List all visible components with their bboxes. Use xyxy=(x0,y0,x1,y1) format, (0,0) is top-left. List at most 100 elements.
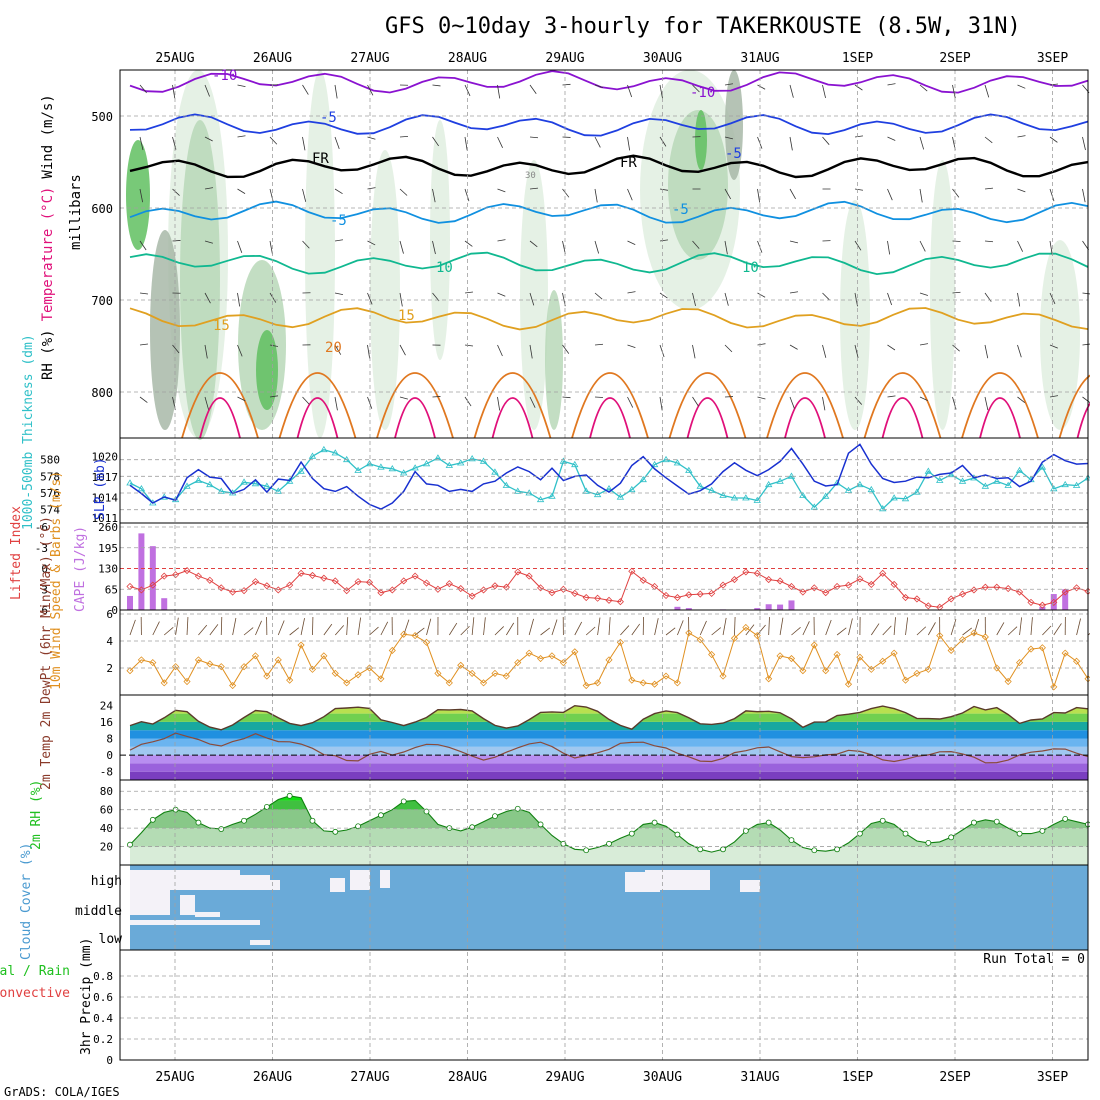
wind-barb xyxy=(919,343,929,346)
wind-barb xyxy=(139,188,144,203)
wind-barb xyxy=(822,344,827,358)
thickness-marker xyxy=(320,445,328,453)
wind-speed-marker xyxy=(833,650,841,659)
rh-shading xyxy=(930,160,955,430)
lifted-marker xyxy=(810,584,818,592)
rh-marker xyxy=(537,821,544,828)
temp-band xyxy=(130,738,1088,747)
wind-barb xyxy=(497,84,501,99)
wind-barb xyxy=(822,292,830,301)
thickness-marker xyxy=(331,449,339,456)
wind-speed-marker xyxy=(172,663,180,671)
surface-wind-barb xyxy=(346,617,349,636)
wind-barb xyxy=(334,136,340,149)
upper-ylabel-part: Temperature (°C) xyxy=(40,187,56,322)
wind-speed-marker xyxy=(1050,683,1058,691)
wind-speed-marker xyxy=(993,664,1001,672)
wind-speed-marker xyxy=(502,672,510,680)
wind-barb xyxy=(1049,188,1055,202)
precip-tick-label: 0.6 xyxy=(93,991,113,1004)
cape-ylabel: CAPE (J/kg) xyxy=(73,526,88,612)
rh-marker xyxy=(765,819,772,826)
rh-shading xyxy=(725,70,743,180)
surface-wind-barb xyxy=(950,619,957,636)
wind-barb xyxy=(627,344,636,348)
surface-wind-barb xyxy=(380,621,389,636)
wind-speed-marker xyxy=(1004,677,1012,686)
thickness-marker xyxy=(844,486,853,493)
thickness-marker xyxy=(1072,481,1081,488)
thickness-marker xyxy=(867,485,876,493)
lifted-marker xyxy=(856,575,864,583)
contour-label: FR xyxy=(312,151,329,167)
precip-legend-convective: Convective xyxy=(0,986,70,1001)
wind-barb xyxy=(334,239,344,242)
temperature-contour-20 xyxy=(571,372,649,439)
thickness-marker xyxy=(707,486,716,493)
surface-wind-barb xyxy=(209,624,219,636)
wind-barb xyxy=(269,240,273,255)
thickness-marker xyxy=(799,491,807,498)
wind-speed-marker xyxy=(137,656,145,664)
rh-marker xyxy=(400,798,407,805)
rh-marker xyxy=(651,819,658,826)
surface-wind-barb xyxy=(175,617,179,636)
upper-ylabel-part: Wind (m/s) xyxy=(40,94,56,178)
temp-ylabel: 2m Temp 2m DewPt (6hr Min/Max) (°C) xyxy=(39,516,54,790)
surface-wind-barb xyxy=(277,620,285,636)
temp-band xyxy=(130,755,1088,764)
lifted-marker xyxy=(320,574,328,582)
slp-tick-label: 1014 xyxy=(92,492,119,505)
cape-bar xyxy=(1062,589,1069,610)
surface-wind-barb xyxy=(882,625,892,636)
cloud-row-label: low xyxy=(99,932,123,947)
rh-marker xyxy=(423,808,430,815)
wind-barb xyxy=(399,396,409,400)
surface-wind-barb xyxy=(996,622,1005,636)
wind-speed-marker xyxy=(582,681,590,690)
wind-barb xyxy=(529,292,535,306)
cape-tick-label: 0 xyxy=(111,604,118,617)
slp-line xyxy=(129,443,1089,510)
thickness-marker xyxy=(1015,466,1024,473)
surface-wind-barb xyxy=(756,624,766,636)
wind-barb xyxy=(822,396,826,411)
thickness-marker xyxy=(377,463,385,470)
wind-barb xyxy=(627,136,631,151)
rh-shading xyxy=(180,120,220,440)
lifted-marker xyxy=(993,583,1001,591)
thickness-marker xyxy=(856,480,864,488)
lifted-marker xyxy=(981,583,989,591)
thickness-marker xyxy=(605,485,613,492)
lifted-marker xyxy=(525,572,533,580)
pressure-tick-label: 500 xyxy=(91,110,113,124)
wind-speed-marker xyxy=(388,646,396,655)
day-label-top: 28AUG xyxy=(448,51,487,66)
cape-tick-label: 195 xyxy=(98,542,118,555)
cape-bar xyxy=(765,604,772,610)
wind-barb xyxy=(789,188,796,200)
lifted-marker xyxy=(548,589,556,597)
wind-speed-marker xyxy=(229,681,237,690)
wind-speed-marker xyxy=(240,663,248,671)
surface-wind-barb xyxy=(608,617,611,636)
lifted-marker xyxy=(537,584,545,592)
wind-speed-marker xyxy=(799,667,807,675)
lifted-tick-label: 0 xyxy=(41,563,48,576)
thickness-marker xyxy=(194,476,203,483)
wind-barb xyxy=(757,292,766,298)
thickness-marker xyxy=(445,461,454,468)
wind-barb xyxy=(594,292,603,300)
precip-ylabel: 3hr Precip (mm) xyxy=(79,938,94,1055)
rh-marker xyxy=(514,805,521,812)
wind-barb xyxy=(237,188,246,194)
wind-barb xyxy=(627,240,636,245)
clear-sky-block xyxy=(270,880,280,890)
surface-wind-barb xyxy=(1007,626,1018,636)
wind-barb xyxy=(139,84,147,94)
rh-marker xyxy=(355,823,361,830)
wind-barb xyxy=(562,83,571,86)
temperature-contour-20 xyxy=(668,372,747,439)
thickness-line xyxy=(129,448,1089,510)
temperature-contour-20 xyxy=(1058,374,1090,439)
